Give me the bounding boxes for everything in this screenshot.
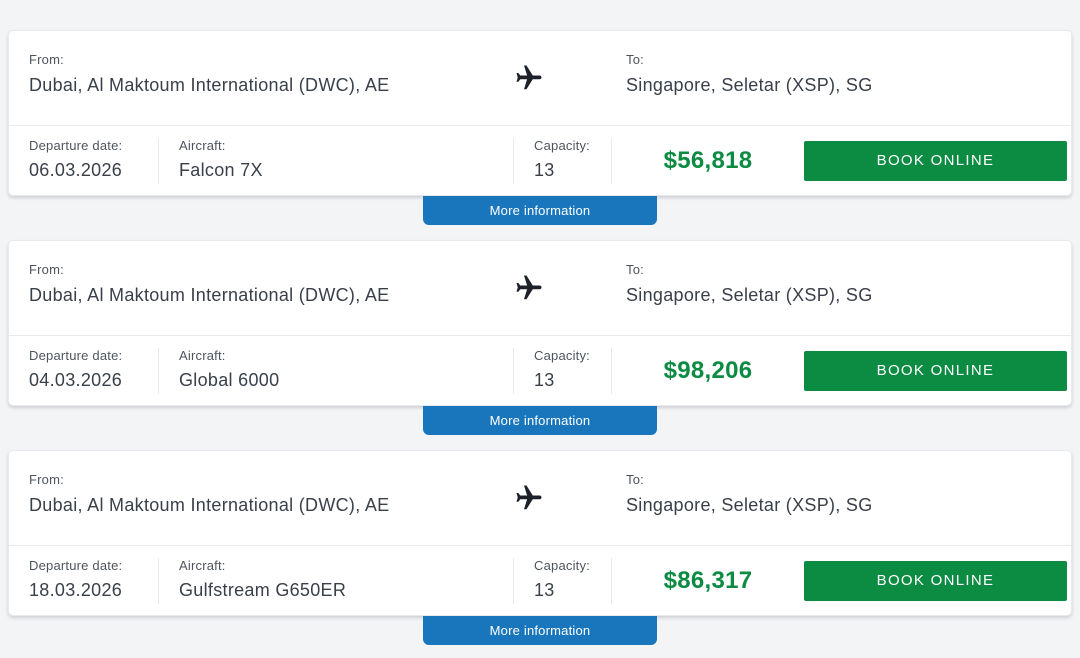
airplane-icon <box>484 241 574 335</box>
price: $86,317 <box>663 566 753 594</box>
aircraft-block: Aircraft: Gulfstream G650ER <box>159 558 514 604</box>
to-airport: Singapore, Seletar (XSP), SG <box>626 495 873 515</box>
to-block: To: Singapore, Seletar (XSP), SG <box>574 31 1071 125</box>
route-row: From: Dubai, Al Maktoum International (D… <box>9 241 1071 336</box>
details-row: Departure date: 04.03.2026 Aircraft: Glo… <box>9 336 1071 405</box>
more-information-button[interactable]: More information <box>423 406 657 435</box>
capacity-value: 13 <box>534 370 555 390</box>
price: $56,818 <box>663 146 753 174</box>
capacity-value: 13 <box>534 580 555 600</box>
airplane-icon <box>484 451 574 545</box>
departure-date-label: Departure date: <box>29 558 123 573</box>
aircraft-block: Aircraft: Falcon 7X <box>159 138 514 184</box>
flight-result: From: Dubai, Al Maktoum International (D… <box>8 240 1072 435</box>
to-label: To: <box>626 52 644 67</box>
from-block: From: Dubai, Al Maktoum International (D… <box>9 451 484 545</box>
capacity-block: Capacity: 13 <box>514 558 612 604</box>
departure-date-value: 06.03.2026 <box>29 160 123 180</box>
flight-card: From: Dubai, Al Maktoum International (D… <box>8 30 1072 196</box>
from-airport: Dubai, Al Maktoum International (DWC), A… <box>29 495 390 515</box>
book-online-button[interactable]: BOOK ONLINE <box>804 350 1067 391</box>
departure-date-label: Departure date: <box>29 138 123 153</box>
aircraft-label: Aircraft: <box>179 558 226 573</box>
to-airport: Singapore, Seletar (XSP), SG <box>626 285 873 305</box>
price: $98,206 <box>663 356 753 384</box>
aircraft-label: Aircraft: <box>179 138 226 153</box>
from-label: From: <box>29 472 64 487</box>
departure-date-block: Departure date: 06.03.2026 <box>9 138 159 184</box>
more-information-button[interactable]: More information <box>423 616 657 645</box>
aircraft-label: Aircraft: <box>179 348 226 363</box>
airplane-icon <box>484 31 574 125</box>
flight-card: From: Dubai, Al Maktoum International (D… <box>8 450 1072 616</box>
book-cell: BOOK ONLINE <box>804 348 1071 393</box>
route-row: From: Dubai, Al Maktoum International (D… <box>9 31 1071 126</box>
book-cell: BOOK ONLINE <box>804 558 1071 603</box>
aircraft-block: Aircraft: Global 6000 <box>159 348 514 394</box>
capacity-label: Capacity: <box>534 558 590 573</box>
flight-results-list: From: Dubai, Al Maktoum International (D… <box>0 30 1080 645</box>
from-label: From: <box>29 262 64 277</box>
departure-date-label: Departure date: <box>29 348 123 363</box>
aircraft-value: Global 6000 <box>179 370 280 390</box>
price-cell: $56,818 <box>612 138 804 183</box>
to-label: To: <box>626 472 644 487</box>
flight-card: From: Dubai, Al Maktoum International (D… <box>8 240 1072 406</box>
flight-result: From: Dubai, Al Maktoum International (D… <box>8 30 1072 225</box>
capacity-block: Capacity: 13 <box>514 138 612 184</box>
aircraft-value: Gulfstream G650ER <box>179 580 347 600</box>
route-row: From: Dubai, Al Maktoum International (D… <box>9 451 1071 546</box>
details-row: Departure date: 06.03.2026 Aircraft: Fal… <box>9 126 1071 195</box>
to-airport: Singapore, Seletar (XSP), SG <box>626 75 873 95</box>
more-information-button[interactable]: More information <box>423 196 657 225</box>
departure-date-block: Departure date: 04.03.2026 <box>9 348 159 394</box>
book-online-button[interactable]: BOOK ONLINE <box>804 140 1067 181</box>
price-cell: $86,317 <box>612 558 804 603</box>
capacity-label: Capacity: <box>534 348 590 363</box>
aircraft-value: Falcon 7X <box>179 160 263 180</box>
price-cell: $98,206 <box>612 348 804 393</box>
flight-result: From: Dubai, Al Maktoum International (D… <box>8 450 1072 645</box>
departure-date-block: Departure date: 18.03.2026 <box>9 558 159 604</box>
capacity-block: Capacity: 13 <box>514 348 612 394</box>
from-airport: Dubai, Al Maktoum International (DWC), A… <box>29 75 390 95</box>
departure-date-value: 04.03.2026 <box>29 370 123 390</box>
book-cell: BOOK ONLINE <box>804 138 1071 183</box>
from-block: From: Dubai, Al Maktoum International (D… <box>9 241 484 335</box>
from-airport: Dubai, Al Maktoum International (DWC), A… <box>29 285 390 305</box>
capacity-label: Capacity: <box>534 138 590 153</box>
details-row: Departure date: 18.03.2026 Aircraft: Gul… <box>9 546 1071 615</box>
book-online-button[interactable]: BOOK ONLINE <box>804 560 1067 601</box>
from-block: From: Dubai, Al Maktoum International (D… <box>9 31 484 125</box>
to-block: To: Singapore, Seletar (XSP), SG <box>574 241 1071 335</box>
from-label: From: <box>29 52 64 67</box>
to-label: To: <box>626 262 644 277</box>
departure-date-value: 18.03.2026 <box>29 580 123 600</box>
to-block: To: Singapore, Seletar (XSP), SG <box>574 451 1071 545</box>
capacity-value: 13 <box>534 160 555 180</box>
